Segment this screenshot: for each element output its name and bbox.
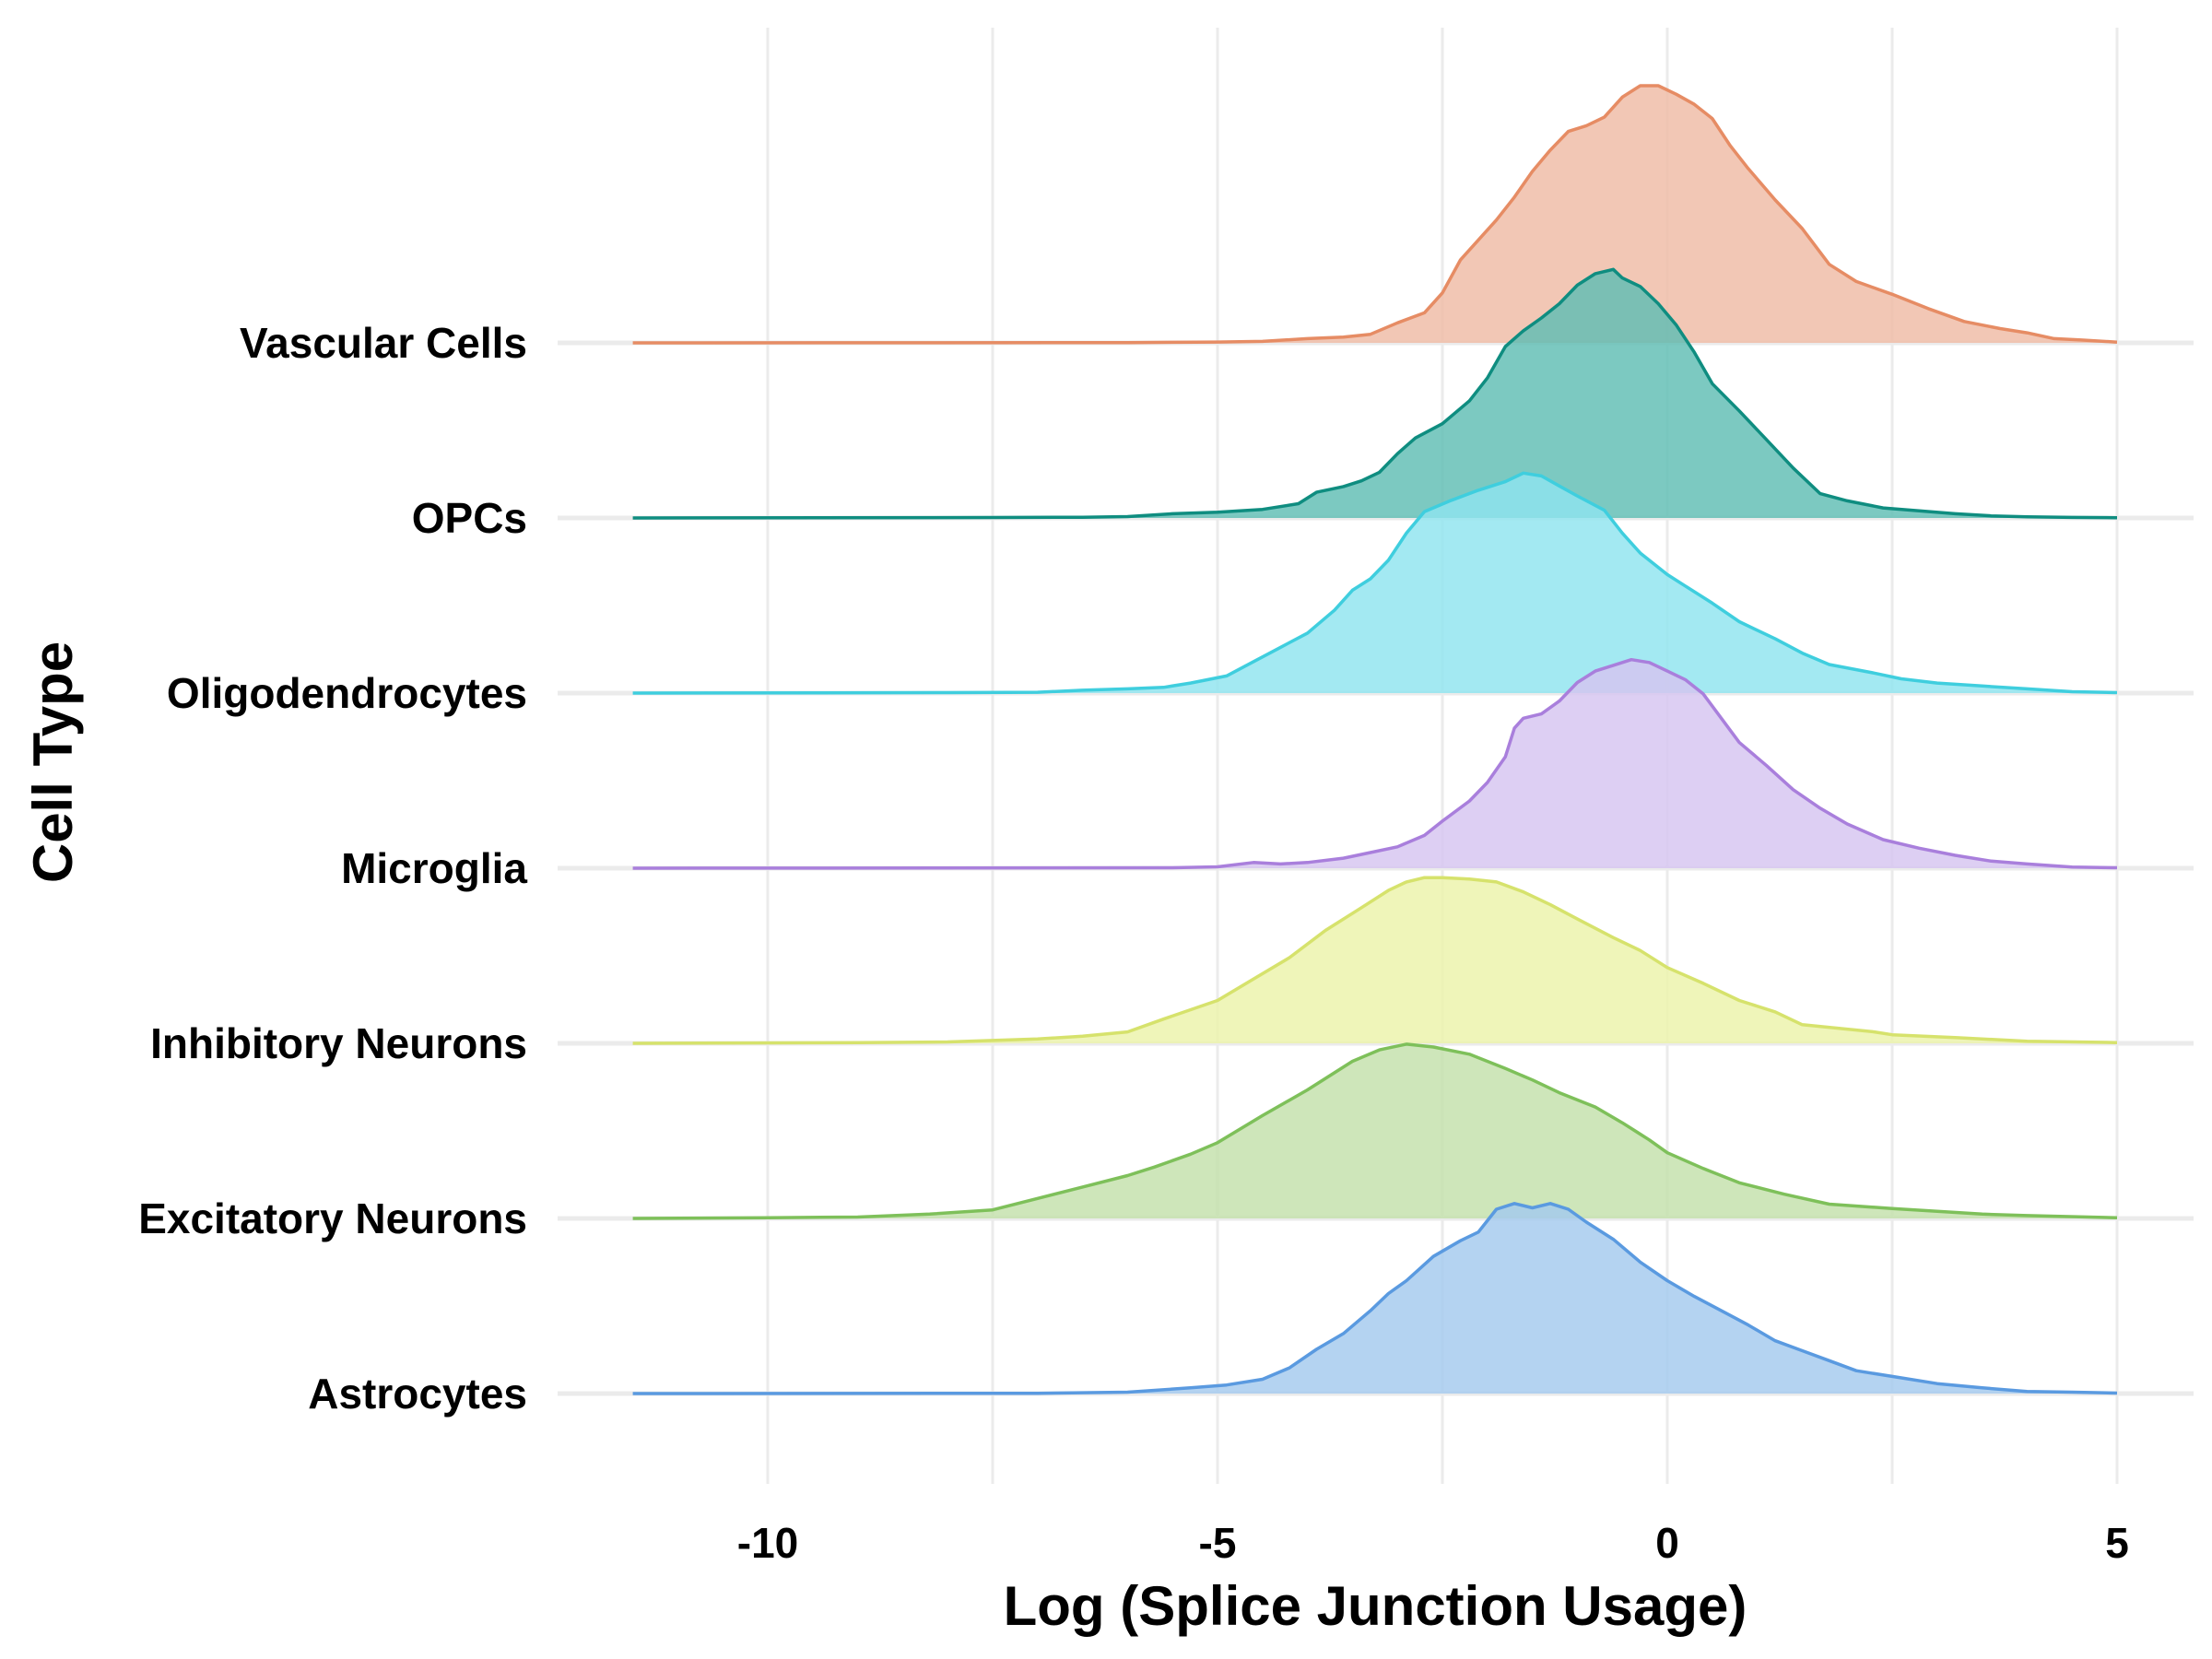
x-axis-title: Log (Splice Junction Usage) [1004, 1575, 1747, 1637]
grid-layer [558, 28, 2194, 1484]
x-axis-ticks: -10 -5 0 5 [737, 1519, 2129, 1567]
y-tick-label: Oligodendrocytes [167, 669, 527, 717]
ridge-area-oligodendrocytes [632, 473, 2117, 693]
y-tick-label: OPCs [412, 494, 527, 542]
ridge-line-astrocytes [632, 1202, 2118, 1395]
y-axis-labels: Vascular Cells OPCs Oligodendrocytes Microg… [138, 319, 527, 1418]
ridge-line-oligodendrocytes [632, 471, 2118, 695]
ridge-area-opcs [632, 269, 2117, 518]
ridge-line-vascular-cells [632, 84, 2118, 345]
ridge-area-vascular-cells [632, 86, 2117, 343]
y-tick-label: Microglia [341, 844, 527, 892]
y-axis-title: Cell Type [22, 641, 84, 883]
y-tick-label: Excitatory Neurons [138, 1194, 527, 1242]
ridge-area-astrocytes [632, 1203, 2117, 1394]
ridge-area-excitatory-neurons [632, 1043, 2117, 1218]
ridge-line-opcs [632, 267, 2118, 520]
ridge-area-inhibitory-neurons [632, 877, 2117, 1043]
ridge-line-inhibitory-neurons [632, 876, 2118, 1045]
ridges-layer [632, 84, 2118, 1395]
x-tick-label: -5 [1199, 1519, 1237, 1567]
x-tick-label: 5 [2105, 1519, 2129, 1567]
x-tick-label: -10 [737, 1519, 798, 1567]
ridge-line-excitatory-neurons [632, 1042, 2118, 1220]
ridge-line-microglia [632, 657, 2118, 870]
x-tick-label: 0 [1655, 1519, 1679, 1567]
ridge-area-microglia [632, 659, 2117, 868]
y-tick-label: Astrocytes [308, 1370, 527, 1418]
y-tick-label: Vascular Cells [240, 319, 527, 367]
y-tick-label: Inhibitory Neurons [150, 1019, 527, 1067]
